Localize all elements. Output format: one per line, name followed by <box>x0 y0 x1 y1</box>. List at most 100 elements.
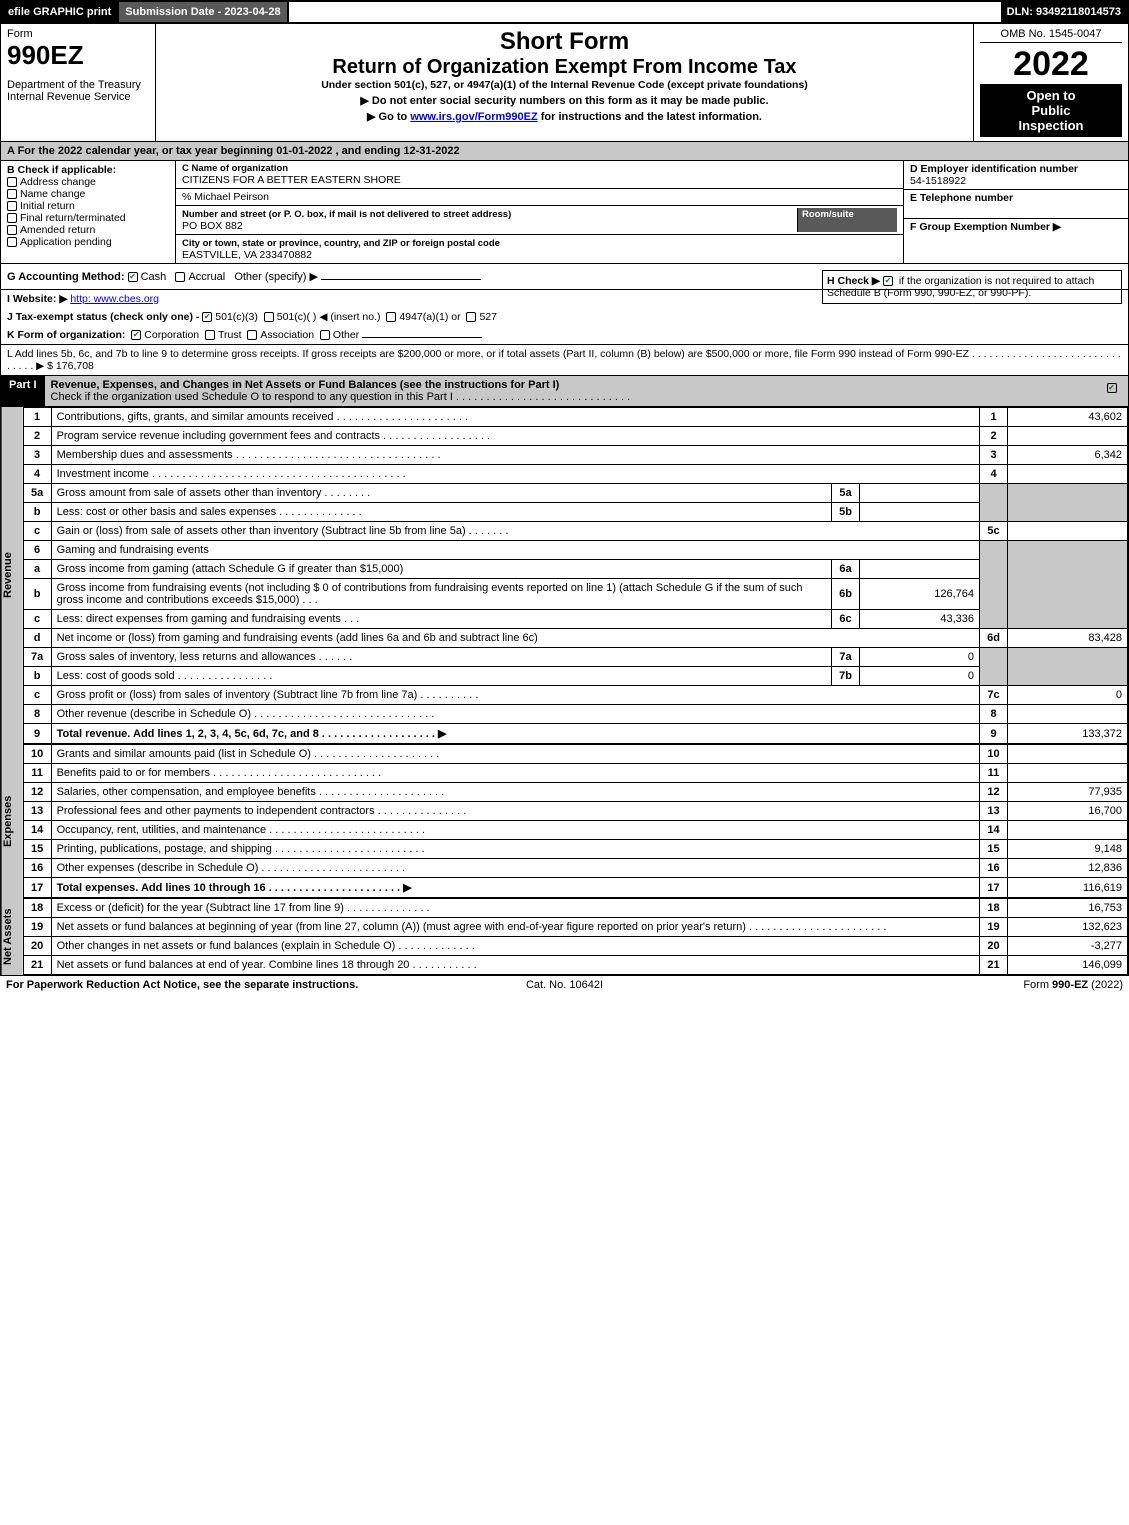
other-specify: Other (specify) ▶ <box>234 271 318 283</box>
line-17: 17Total expenses. Add lines 10 through 1… <box>23 878 1127 898</box>
chk-501c[interactable] <box>264 312 274 322</box>
line-21: 21Net assets or fund balances at end of … <box>23 956 1127 975</box>
ssn-warning: ▶ Do not enter social security numbers o… <box>162 94 967 107</box>
line-5c: cGain or (loss) from sale of assets othe… <box>23 522 1127 541</box>
chk-accrual[interactable] <box>175 272 185 282</box>
chk-initial-return[interactable]: Initial return <box>7 200 169 212</box>
line-1: 1Contributions, gifts, grants, and simil… <box>23 408 1127 427</box>
city-label: City or town, state or province, country… <box>182 238 500 249</box>
chk-name-change[interactable]: Name change <box>7 188 169 200</box>
care-of: % Michael Peirson <box>176 189 903 206</box>
street: PO BOX 882 <box>182 220 797 232</box>
row-a-tax-year: A For the 2022 calendar year, or tax yea… <box>0 142 1129 161</box>
line-2: 2Program service revenue including gover… <box>23 427 1127 446</box>
line-j-status: J Tax-exempt status (check only one) - 5… <box>0 308 1129 326</box>
expenses-side-label: Expenses <box>1 744 23 898</box>
line-20: 20Other changes in net assets or fund ba… <box>23 937 1127 956</box>
open-to-public: Open to Public Inspection <box>980 84 1122 137</box>
chk-cash[interactable] <box>128 272 138 282</box>
website-link[interactable]: http: www.cbes.org <box>70 293 159 305</box>
irs-link[interactable]: www.irs.gov/Form990EZ <box>410 111 537 123</box>
footer-left: For Paperwork Reduction Act Notice, see … <box>6 979 378 991</box>
header-right: OMB No. 1545-0047 2022 Open to Public In… <box>973 24 1128 141</box>
footer-right: Form 990-EZ (2022) <box>751 979 1123 991</box>
dln: DLN: 93492118014573 <box>1001 2 1127 22</box>
revenue-section: Revenue 1Contributions, gifts, grants, a… <box>0 407 1129 744</box>
line-10: 10Grants and similar amounts paid (list … <box>23 745 1127 764</box>
city-state-zip: EASTVILLE, VA 233470882 <box>182 249 897 261</box>
chk-schedule-b[interactable] <box>883 276 893 286</box>
section-h: H Check ▶ if the organization is not req… <box>822 270 1122 304</box>
revenue-side-label: Revenue <box>1 407 23 744</box>
open-l2: Public <box>982 103 1120 118</box>
chk-final-return[interactable]: Final return/terminated <box>7 212 169 224</box>
chk-application-pending[interactable]: Application pending <box>7 236 169 248</box>
accrual-label: Accrual <box>188 271 225 283</box>
org-name: CITIZENS FOR A BETTER EASTERN SHORE <box>182 174 897 186</box>
header-middle: Short Form Return of Organization Exempt… <box>156 24 973 141</box>
short-form-title: Short Form <box>162 28 967 56</box>
form-header: Form 990EZ Department of the Treasury In… <box>0 24 1129 142</box>
h-label: H Check ▶ <box>827 275 883 287</box>
part-1-label: Part I <box>1 376 45 406</box>
name-label: C Name of organization <box>182 163 897 174</box>
line-6d: dNet income or (loss) from gaming and fu… <box>23 629 1127 648</box>
chk-amended-return[interactable]: Amended return <box>7 224 169 236</box>
chk-association[interactable] <box>247 330 257 340</box>
submission-date: Submission Date - 2023-04-28 <box>117 2 288 22</box>
group-exemption-label: F Group Exemption Number ▶ <box>910 221 1122 233</box>
line-18: 18Excess or (deficit) for the year (Subt… <box>23 899 1127 918</box>
line-k-org-type: K Form of organization: Corporation Trus… <box>0 326 1129 345</box>
open-l1: Open to <box>982 88 1120 103</box>
g-label: G Accounting Method: <box>7 271 125 283</box>
line-13: 13Professional fees and other payments t… <box>23 802 1127 821</box>
k-label: K Form of organization: <box>7 329 125 341</box>
line-11: 11Benefits paid to or for members . . . … <box>23 764 1127 783</box>
line-14: 14Occupancy, rent, utilities, and mainte… <box>23 821 1127 840</box>
revenue-table: 1Contributions, gifts, grants, and simil… <box>23 407 1128 744</box>
chk-4947[interactable] <box>386 312 396 322</box>
col-c-name-address: C Name of organization CITIZENS FOR A BE… <box>176 161 903 263</box>
page-footer: For Paperwork Reduction Act Notice, see … <box>0 976 1129 994</box>
expenses-table: 10Grants and similar amounts paid (list … <box>23 744 1128 898</box>
under-section: Under section 501(c), 527, or 4947(a)(1)… <box>162 79 967 91</box>
street-label: Number and street (or P. O. box, if mail… <box>182 209 511 220</box>
top-bar: efile GRAPHIC print Submission Date - 20… <box>0 0 1129 24</box>
part-1-check <box>1098 376 1128 406</box>
line-6c: cLess: direct expenses from gaming and f… <box>23 610 1127 629</box>
j-label: J Tax-exempt status (check only one) - <box>7 311 202 323</box>
i-label: I Website: ▶ <box>7 293 67 305</box>
section-g-h: G Accounting Method: Cash Accrual Other … <box>0 264 1129 290</box>
dept-treasury: Department of the Treasury Internal Reve… <box>7 79 149 103</box>
expenses-section: Expenses 10Grants and similar amounts pa… <box>0 744 1129 898</box>
form-number: 990EZ <box>7 40 149 71</box>
line-4: 4Investment income . . . . . . . . . . .… <box>23 465 1127 484</box>
line-3: 3Membership dues and assessments . . . .… <box>23 446 1127 465</box>
form-word: Form <box>7 28 149 40</box>
line-19: 19Net assets or fund balances at beginni… <box>23 918 1127 937</box>
line-12: 12Salaries, other compensation, and empl… <box>23 783 1127 802</box>
line-7c: cGross profit or (loss) from sales of in… <box>23 686 1127 705</box>
chk-trust[interactable] <box>205 330 215 340</box>
chk-schedule-o[interactable] <box>1107 383 1117 393</box>
chk-corporation[interactable] <box>131 330 141 340</box>
chk-527[interactable] <box>466 312 476 322</box>
open-l3: Inspection <box>982 118 1120 133</box>
part-1-sub: Check if the organization used Schedule … <box>51 391 631 403</box>
org-info-block: B Check if applicable: Address change Na… <box>0 161 1129 264</box>
line-15: 15Printing, publications, postage, and s… <box>23 840 1127 859</box>
line-6b: bGross income from fundraising events (n… <box>23 579 1127 610</box>
part-1-header: Part I Revenue, Expenses, and Changes in… <box>0 376 1129 407</box>
ein-label: D Employer identification number <box>910 163 1122 175</box>
ein: 54-1518922 <box>910 175 1122 187</box>
cash-label: Cash <box>141 271 167 283</box>
room-label: Room/suite <box>802 209 854 220</box>
chk-address-change[interactable]: Address change <box>7 176 169 188</box>
chk-501c3[interactable] <box>202 312 212 322</box>
chk-other-org[interactable] <box>320 330 330 340</box>
line-7b: bLess: cost of goods sold . . . . . . . … <box>23 667 1127 686</box>
footer-center: Cat. No. 10642I <box>378 979 750 991</box>
line-5b: bLess: cost or other basis and sales exp… <box>23 503 1127 522</box>
col-b-checkboxes: B Check if applicable: Address change Na… <box>1 161 176 263</box>
col-b-title: B Check if applicable: <box>7 164 169 176</box>
